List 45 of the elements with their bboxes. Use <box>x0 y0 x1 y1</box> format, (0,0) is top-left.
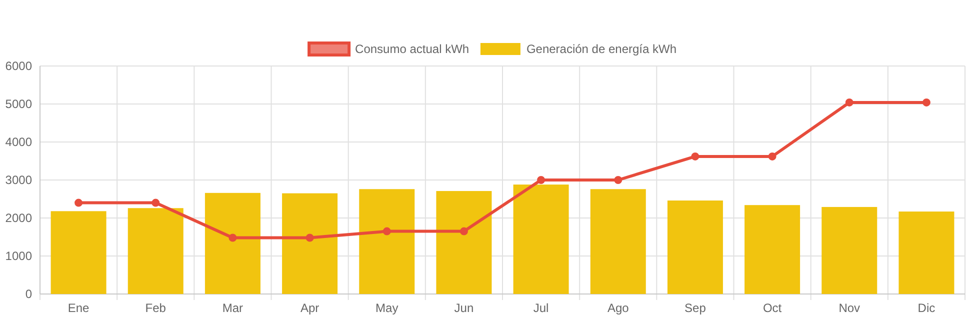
bar <box>513 184 569 294</box>
x-tick-label: Mar <box>222 301 244 315</box>
legend-label: Generación de energía kWh <box>526 42 677 56</box>
point <box>228 234 237 242</box>
bar <box>590 189 646 294</box>
bar <box>744 205 800 294</box>
x-tick-label: Dic <box>918 301 936 315</box>
point <box>74 198 83 207</box>
bar <box>898 212 954 294</box>
point <box>306 234 314 242</box>
point <box>922 98 930 106</box>
bar <box>50 211 106 294</box>
y-tick-label: 5000 <box>5 97 32 112</box>
x-tick-label: Ago <box>607 301 630 315</box>
bar <box>359 189 415 294</box>
point <box>614 176 622 184</box>
x-tick-label: Oct <box>762 301 782 315</box>
y-tick-label: 6000 <box>5 59 32 74</box>
bar <box>667 200 723 294</box>
x-tick-label: Feb <box>145 301 166 315</box>
y-tick-label: 2000 <box>5 211 32 226</box>
point <box>460 227 468 236</box>
y-tick-label: 1000 <box>5 249 32 264</box>
x-tick-label: May <box>376 301 398 315</box>
x-tick-label: Jun <box>454 301 474 315</box>
x-tick-label: Nov <box>838 301 860 315</box>
y-tick-label: 0 <box>25 287 32 302</box>
point <box>845 98 854 106</box>
bar <box>822 206 878 294</box>
x-tick-label: Ene <box>68 301 90 315</box>
point <box>537 176 546 184</box>
legend-label: Consumo actual kWh <box>355 42 470 56</box>
y-tick-label: 4000 <box>5 135 32 150</box>
x-tick-label: Apr <box>300 301 320 315</box>
bar <box>282 193 338 294</box>
bar <box>436 191 492 294</box>
bar <box>204 192 260 294</box>
bar <box>128 208 184 294</box>
point <box>382 227 391 236</box>
point <box>691 152 700 160</box>
x-tick-label: Sep <box>684 301 706 315</box>
point <box>768 152 776 160</box>
point <box>152 198 160 207</box>
y-tick-label: 3000 <box>5 173 32 188</box>
x-tick-label: Jul <box>533 301 549 315</box>
